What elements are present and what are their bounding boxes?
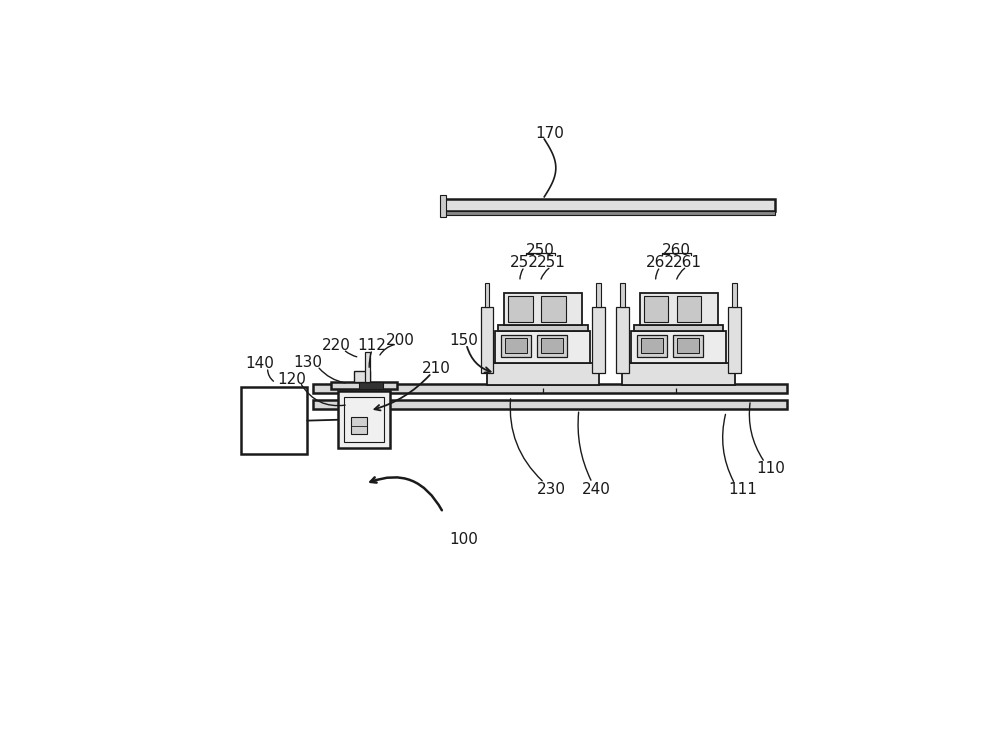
Polygon shape — [644, 374, 664, 384]
Text: 210: 210 — [422, 361, 451, 376]
Polygon shape — [354, 371, 370, 382]
Text: 111: 111 — [728, 482, 757, 497]
Polygon shape — [440, 195, 446, 217]
Polygon shape — [443, 199, 775, 211]
Polygon shape — [592, 307, 605, 373]
Polygon shape — [673, 334, 703, 357]
Text: 130: 130 — [293, 355, 322, 370]
Polygon shape — [504, 293, 582, 325]
Polygon shape — [622, 362, 735, 385]
Polygon shape — [313, 384, 787, 393]
Text: 150: 150 — [449, 332, 478, 347]
Polygon shape — [537, 334, 567, 357]
Polygon shape — [365, 352, 370, 382]
Polygon shape — [338, 392, 390, 448]
Polygon shape — [541, 296, 566, 322]
Polygon shape — [487, 362, 599, 385]
Polygon shape — [443, 211, 775, 214]
Text: 250: 250 — [526, 243, 555, 258]
Polygon shape — [671, 368, 681, 374]
Polygon shape — [541, 338, 563, 352]
Polygon shape — [505, 338, 527, 352]
Polygon shape — [640, 293, 718, 325]
Text: 170: 170 — [536, 126, 564, 141]
Text: 252: 252 — [510, 254, 539, 269]
Polygon shape — [481, 307, 493, 373]
Text: 251: 251 — [537, 254, 566, 269]
Text: 230: 230 — [537, 482, 566, 497]
Text: 260: 260 — [662, 243, 691, 258]
Polygon shape — [485, 284, 489, 307]
Polygon shape — [313, 400, 787, 410]
Polygon shape — [351, 418, 367, 434]
Polygon shape — [620, 284, 625, 307]
Polygon shape — [501, 334, 531, 357]
Polygon shape — [596, 284, 601, 307]
Polygon shape — [533, 374, 554, 384]
Text: 120: 120 — [277, 373, 306, 388]
Text: 110: 110 — [757, 460, 786, 476]
Polygon shape — [644, 296, 668, 322]
Polygon shape — [641, 338, 663, 352]
Polygon shape — [516, 368, 526, 374]
Text: 140: 140 — [246, 356, 275, 370]
Polygon shape — [649, 368, 659, 374]
Polygon shape — [677, 296, 701, 322]
Text: 200: 200 — [385, 332, 414, 347]
Polygon shape — [728, 307, 741, 373]
Polygon shape — [538, 368, 548, 374]
Polygon shape — [331, 382, 397, 388]
Polygon shape — [634, 325, 723, 331]
Polygon shape — [495, 331, 590, 362]
Polygon shape — [616, 307, 629, 373]
Polygon shape — [508, 296, 533, 322]
Text: 112: 112 — [358, 338, 387, 352]
Polygon shape — [732, 284, 737, 307]
Polygon shape — [631, 331, 726, 362]
Text: 100: 100 — [449, 532, 478, 547]
Text: 240: 240 — [582, 482, 611, 497]
Polygon shape — [637, 334, 667, 357]
Text: 220: 220 — [322, 338, 351, 352]
Text: 261: 261 — [672, 254, 701, 269]
Polygon shape — [241, 388, 307, 454]
Polygon shape — [666, 374, 686, 384]
Polygon shape — [359, 382, 383, 388]
Text: 262: 262 — [646, 254, 675, 269]
Polygon shape — [511, 374, 532, 384]
Polygon shape — [677, 338, 699, 352]
Polygon shape — [498, 325, 588, 331]
